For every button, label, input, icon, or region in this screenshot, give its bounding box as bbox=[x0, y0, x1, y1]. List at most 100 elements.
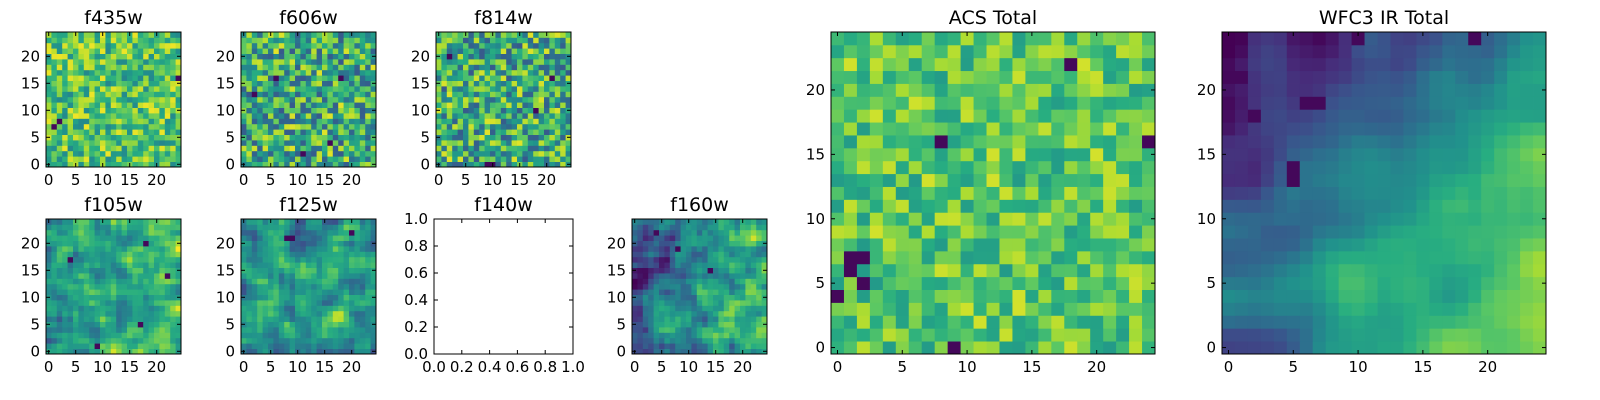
heatmap-cell bbox=[729, 256, 735, 263]
heatmap-cell bbox=[300, 278, 307, 285]
heatmap-cell bbox=[831, 160, 845, 175]
heatmap-cell bbox=[659, 327, 665, 333]
heatmap-cell bbox=[1129, 57, 1143, 72]
heatmap-cell bbox=[89, 219, 95, 225]
heatmap-cell bbox=[637, 289, 644, 295]
heatmap-cell bbox=[495, 42, 502, 49]
heatmap-cell bbox=[500, 113, 507, 119]
heatmap-cell bbox=[164, 219, 171, 225]
heatmap-cell bbox=[62, 32, 68, 38]
heatmap-cell bbox=[544, 53, 550, 60]
heatmap-cell bbox=[100, 53, 106, 60]
heatmap-cell bbox=[370, 246, 377, 252]
heatmap-cell bbox=[560, 161, 566, 168]
heatmap-cell bbox=[94, 145, 101, 152]
heatmap-cell bbox=[1103, 328, 1117, 342]
heatmap-cell bbox=[268, 75, 274, 81]
heatmap-cell bbox=[549, 42, 556, 49]
heatmap-cell bbox=[251, 150, 258, 157]
heatmap-cell bbox=[1064, 173, 1078, 187]
heatmap-cell bbox=[343, 251, 350, 258]
heatmap-cell bbox=[1299, 173, 1314, 187]
heatmap-cell bbox=[707, 229, 714, 236]
heatmap-cell bbox=[78, 294, 85, 301]
y-tick-label: 20 bbox=[216, 47, 235, 65]
heatmap-cell bbox=[565, 37, 572, 44]
heatmap-cell bbox=[745, 294, 752, 301]
heatmap-cell bbox=[305, 240, 312, 247]
heatmap-cell bbox=[549, 64, 556, 71]
heatmap-cell bbox=[116, 294, 122, 301]
heatmap-cell bbox=[322, 118, 328, 125]
heatmap-cell bbox=[565, 123, 572, 130]
heatmap-cell bbox=[51, 219, 58, 225]
heatmap-cell bbox=[1038, 160, 1052, 175]
heatmap-cell bbox=[1077, 70, 1091, 84]
heatmap-cell bbox=[538, 118, 545, 125]
heatmap-cell bbox=[1129, 83, 1143, 97]
heatmap-cell bbox=[713, 224, 719, 231]
axes-frame bbox=[240, 31, 377, 168]
heatmap-cell bbox=[332, 327, 339, 333]
heatmap-cell bbox=[343, 59, 350, 65]
heatmap-cell bbox=[143, 32, 149, 38]
heatmap-cell bbox=[527, 80, 534, 87]
heatmap-cell bbox=[246, 273, 253, 279]
heatmap-cell bbox=[62, 240, 68, 247]
heatmap-cell bbox=[159, 343, 166, 349]
heatmap-cell bbox=[51, 267, 58, 274]
heatmap-cell bbox=[664, 273, 671, 279]
heatmap-cell bbox=[56, 118, 63, 125]
heatmap-cell bbox=[62, 332, 68, 339]
x-tick-label: 15 bbox=[1022, 358, 1041, 376]
heatmap-cell bbox=[316, 48, 323, 54]
heatmap-cell bbox=[696, 310, 703, 317]
heatmap-cell bbox=[257, 343, 263, 349]
heatmap-cell bbox=[1090, 173, 1104, 187]
heatmap-cell bbox=[311, 129, 317, 135]
heatmap-cell bbox=[484, 140, 491, 146]
heatmap-cell bbox=[1247, 341, 1262, 355]
heatmap-cell bbox=[148, 343, 155, 349]
heatmap-cell bbox=[121, 235, 128, 241]
heatmap-cell bbox=[154, 134, 160, 141]
heatmap-cell bbox=[1286, 302, 1301, 316]
heatmap-cell bbox=[1299, 302, 1314, 316]
heatmap-cell bbox=[78, 140, 85, 146]
heatmap-cell bbox=[517, 113, 523, 119]
heatmap-cell bbox=[284, 123, 290, 130]
heatmap-cell bbox=[506, 161, 512, 168]
heatmap-cell bbox=[94, 102, 101, 108]
heatmap-cell bbox=[78, 305, 85, 312]
heatmap-cell bbox=[327, 42, 334, 49]
heatmap-cell bbox=[1038, 109, 1052, 123]
heatmap-cell bbox=[67, 219, 74, 225]
heatmap-cell bbox=[707, 327, 714, 333]
heatmap-cell bbox=[533, 75, 539, 81]
heatmap-cell bbox=[522, 156, 529, 162]
heatmap-cell bbox=[67, 316, 74, 322]
heatmap-cell bbox=[457, 75, 464, 81]
heatmap-cell bbox=[484, 42, 491, 49]
heatmap-cell bbox=[143, 235, 149, 241]
heatmap-cell bbox=[527, 140, 534, 146]
heatmap-cell bbox=[479, 145, 485, 152]
heatmap-cell bbox=[1090, 96, 1104, 110]
heatmap-cell bbox=[164, 37, 171, 44]
heatmap-cell bbox=[46, 129, 52, 135]
heatmap-cell bbox=[67, 278, 74, 285]
heatmap-cell bbox=[533, 129, 539, 135]
heatmap-cell bbox=[137, 348, 144, 355]
heatmap-cell bbox=[268, 273, 274, 279]
heatmap-cell bbox=[921, 160, 936, 175]
heatmap-cell bbox=[359, 240, 366, 247]
heatmap-cell bbox=[241, 102, 247, 108]
heatmap-cell bbox=[73, 256, 79, 263]
heatmap-cell bbox=[490, 118, 496, 125]
heatmap-cell bbox=[246, 278, 253, 285]
heatmap-cell bbox=[170, 229, 176, 236]
heatmap-cell bbox=[316, 96, 323, 103]
heatmap-cell bbox=[121, 113, 128, 119]
x-tick-label: 5 bbox=[71, 358, 81, 376]
heatmap-cell bbox=[46, 156, 52, 162]
